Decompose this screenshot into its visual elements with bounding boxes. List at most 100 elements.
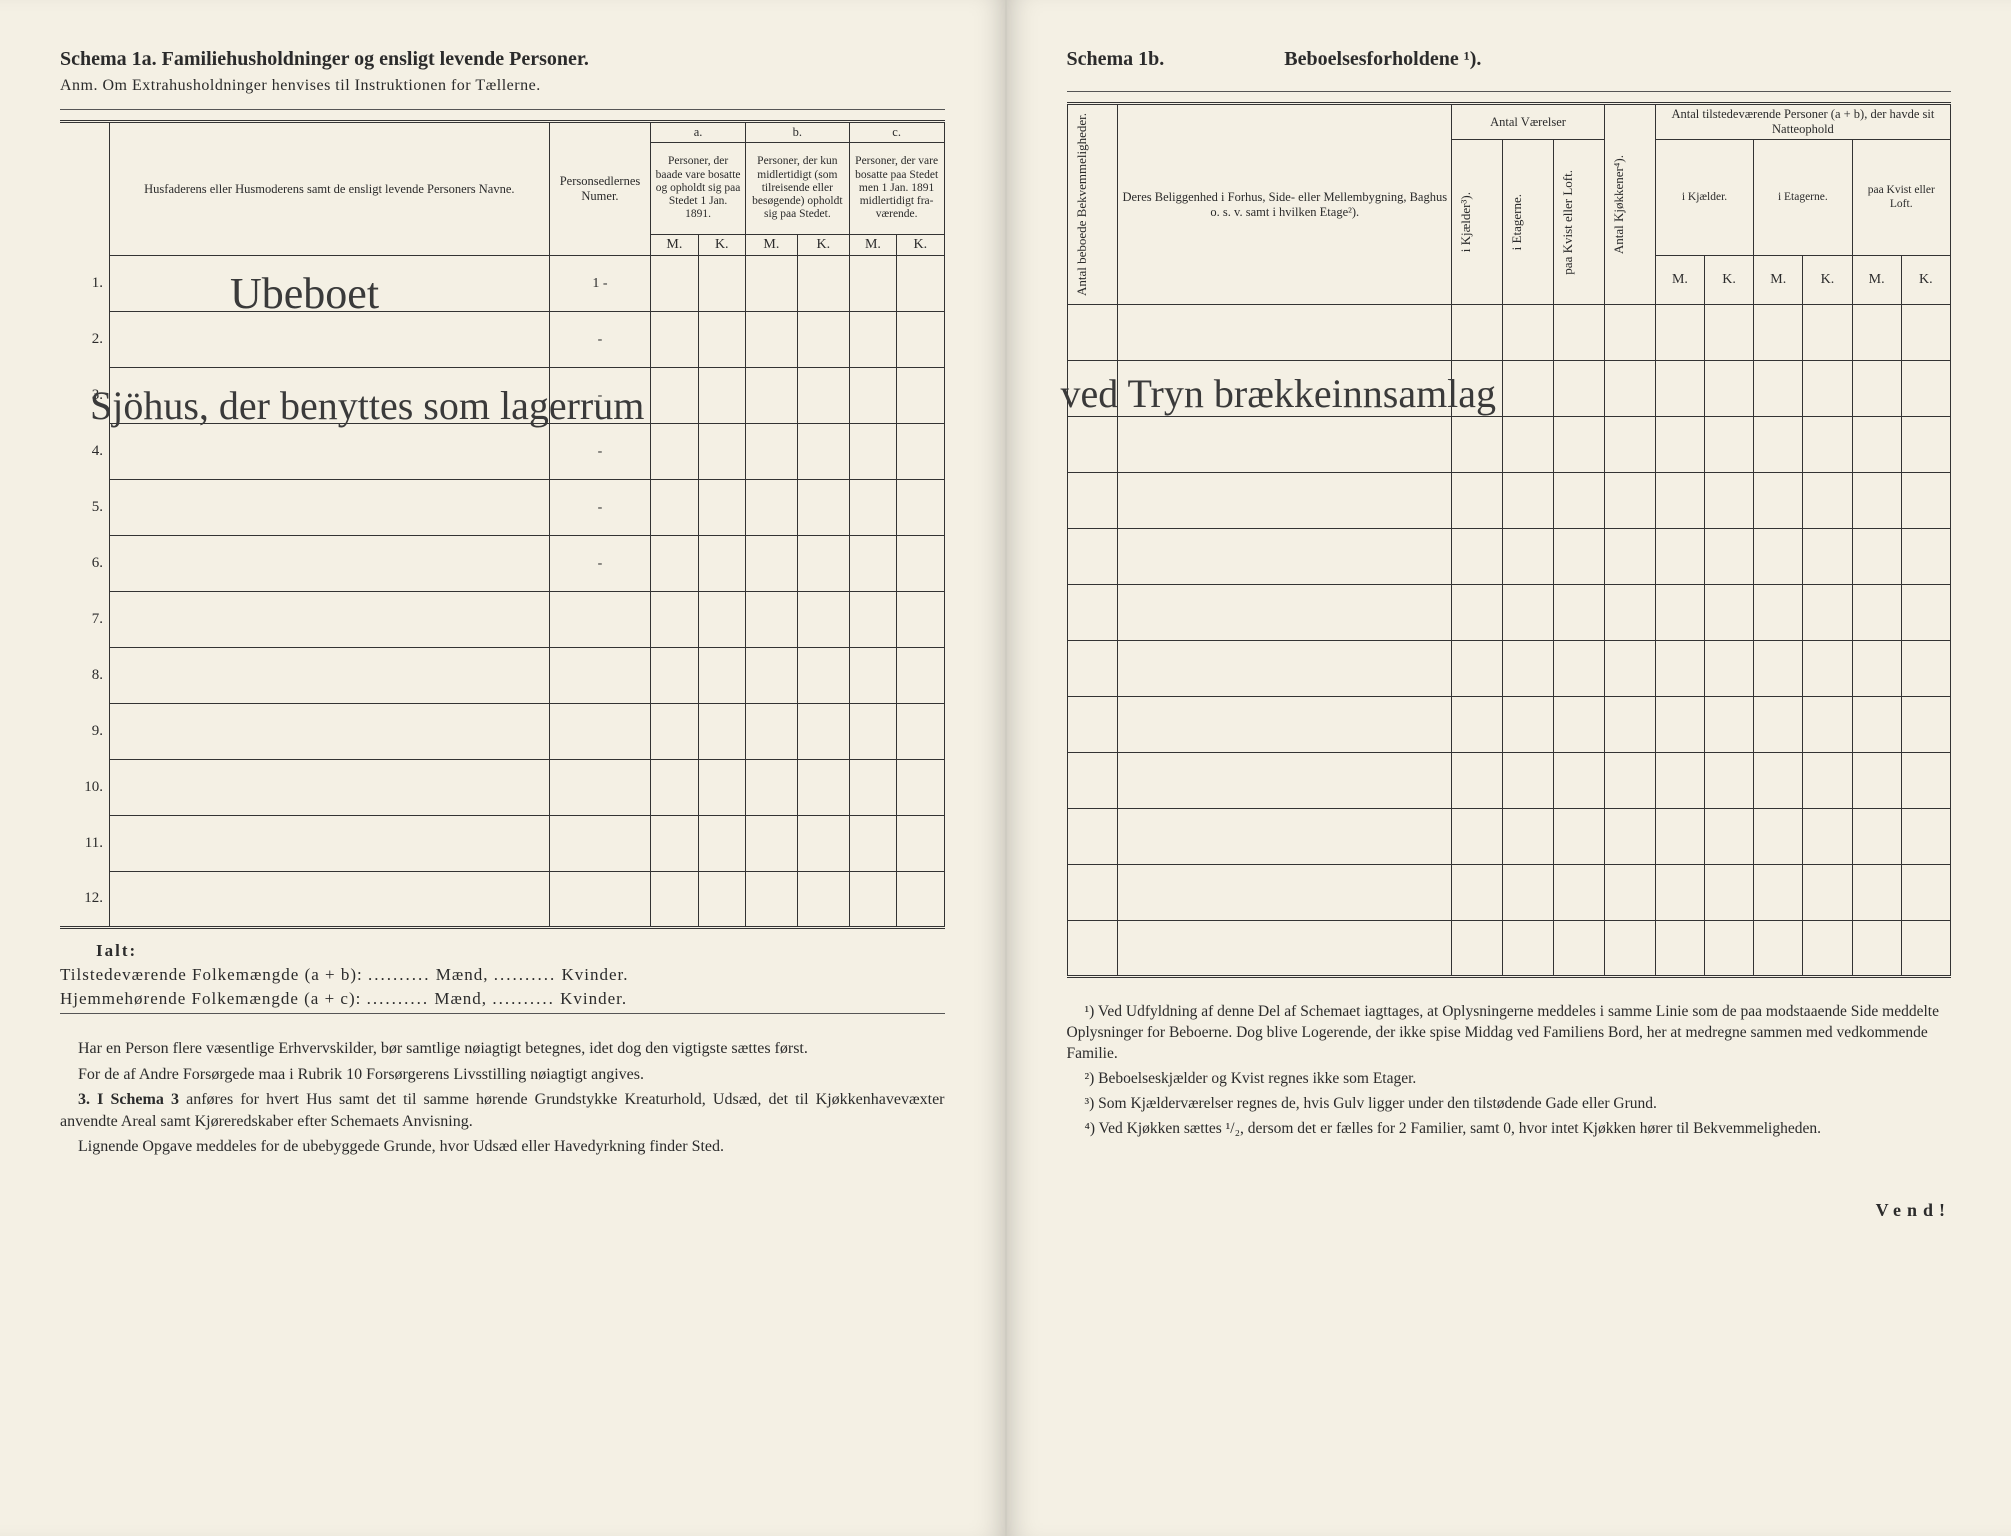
table-row: 1.1 - <box>60 256 944 312</box>
cell <box>1118 641 1452 697</box>
footnotes: ¹) Ved Udfyldning af denne Del af Schema… <box>1067 1002 1952 1140</box>
cell <box>1705 585 1754 641</box>
divider <box>60 109 945 110</box>
footnote-1: ¹) Ved Udfyldning af denne Del af Schema… <box>1067 1002 1952 1065</box>
cell <box>1754 473 1803 529</box>
cell <box>1705 529 1754 585</box>
cell <box>1604 417 1655 473</box>
row-number: 9. <box>60 704 109 760</box>
cell <box>1604 697 1655 753</box>
c-m-cell <box>849 536 896 592</box>
cell <box>1452 697 1503 753</box>
cell <box>1803 809 1852 865</box>
cell <box>1503 585 1554 641</box>
cell <box>1503 865 1554 921</box>
col-kj-k: K. <box>1705 256 1754 305</box>
cell <box>1553 361 1604 417</box>
numer-cell: - <box>549 312 650 368</box>
a-k-cell <box>698 480 745 536</box>
cell <box>1852 529 1901 585</box>
cell <box>1754 361 1803 417</box>
c-k-cell <box>897 424 944 480</box>
bottom-p3: 3. I Schema 3 anføres for hvert Hus samt… <box>60 1089 945 1132</box>
numer-cell <box>549 760 650 816</box>
cell <box>1503 641 1554 697</box>
cell <box>1901 809 1950 865</box>
row-number: 1. <box>60 256 109 312</box>
cell <box>1655 529 1704 585</box>
c-k-cell <box>897 256 944 312</box>
dots: .......... <box>367 989 430 1008</box>
c-k-cell <box>897 592 944 648</box>
cell <box>1604 641 1655 697</box>
cell <box>1604 753 1655 809</box>
cell <box>1852 865 1901 921</box>
table-row: 12. <box>60 872 944 928</box>
footnote-4: ⁴) Ved Kjøkken sættes ¹/₂, dersom det er… <box>1067 1119 1952 1140</box>
kvinder-label: Kvinder. <box>555 989 627 1008</box>
cell <box>1553 641 1604 697</box>
cell <box>1803 529 1852 585</box>
b-m-cell <box>745 536 797 592</box>
cell <box>1118 865 1452 921</box>
cell <box>1553 305 1604 361</box>
cell <box>1503 529 1554 585</box>
cell <box>1118 921 1452 977</box>
cell <box>1705 697 1754 753</box>
cell <box>1452 361 1503 417</box>
a-m-cell <box>651 760 698 816</box>
ialt-block: Ialt: Tilstedeværende Folkemængde (a + b… <box>60 941 945 1009</box>
a-m-cell <box>651 480 698 536</box>
cell <box>1604 473 1655 529</box>
footnote-2: ²) Beboelseskjælder og Kvist regnes ikke… <box>1067 1069 1952 1090</box>
a-k-cell <box>698 536 745 592</box>
col-b-text: Personer, der kun midler­tidigt (som til… <box>745 143 849 235</box>
c-m-cell <box>849 312 896 368</box>
col-tilstede: Antal tilstedeværende Personer (a + b), … <box>1655 104 1950 140</box>
cell <box>1852 417 1901 473</box>
name-cell <box>109 592 549 648</box>
table-row: 4.- <box>60 424 944 480</box>
table-row: 8. <box>60 648 944 704</box>
cell <box>1803 697 1852 753</box>
cell <box>1803 585 1852 641</box>
cell <box>1655 585 1704 641</box>
c-k-cell <box>897 312 944 368</box>
cell <box>1452 641 1503 697</box>
b-k-cell <box>797 424 849 480</box>
table-row <box>1067 585 1951 641</box>
a-m-cell <box>651 592 698 648</box>
ialt-line2-text: Hjemmehørende Folkemængde (a + c): <box>60 989 367 1008</box>
cell <box>1118 417 1452 473</box>
a-m-cell <box>651 816 698 872</box>
cell <box>1705 809 1754 865</box>
col-name: Husfaderens eller Husmode­rens samt de e… <box>109 122 549 256</box>
numer-cell <box>549 816 650 872</box>
b-m-cell <box>745 592 797 648</box>
a-m-cell <box>651 872 698 928</box>
a-m-cell <box>651 368 698 424</box>
col-kvist: paa Kvist eller Loft. <box>1558 164 1578 281</box>
cell <box>1705 361 1754 417</box>
table-row: 7. <box>60 592 944 648</box>
cell <box>1604 809 1655 865</box>
row-number: 8. <box>60 648 109 704</box>
cell <box>1655 473 1704 529</box>
c-k-cell <box>897 704 944 760</box>
cell <box>1503 305 1554 361</box>
cell <box>1553 417 1604 473</box>
table-row <box>1067 305 1951 361</box>
c-m-cell <box>849 480 896 536</box>
col-et-m: M. <box>1754 256 1803 305</box>
name-cell <box>109 424 549 480</box>
cell <box>1655 697 1704 753</box>
b-m-cell <box>745 872 797 928</box>
col-a-m: M. <box>651 235 698 256</box>
cell <box>1901 753 1950 809</box>
table-row <box>1067 809 1951 865</box>
cell <box>1754 753 1803 809</box>
c-k-cell <box>897 760 944 816</box>
cell <box>1503 809 1554 865</box>
name-cell <box>109 536 549 592</box>
row-number: 4. <box>60 424 109 480</box>
